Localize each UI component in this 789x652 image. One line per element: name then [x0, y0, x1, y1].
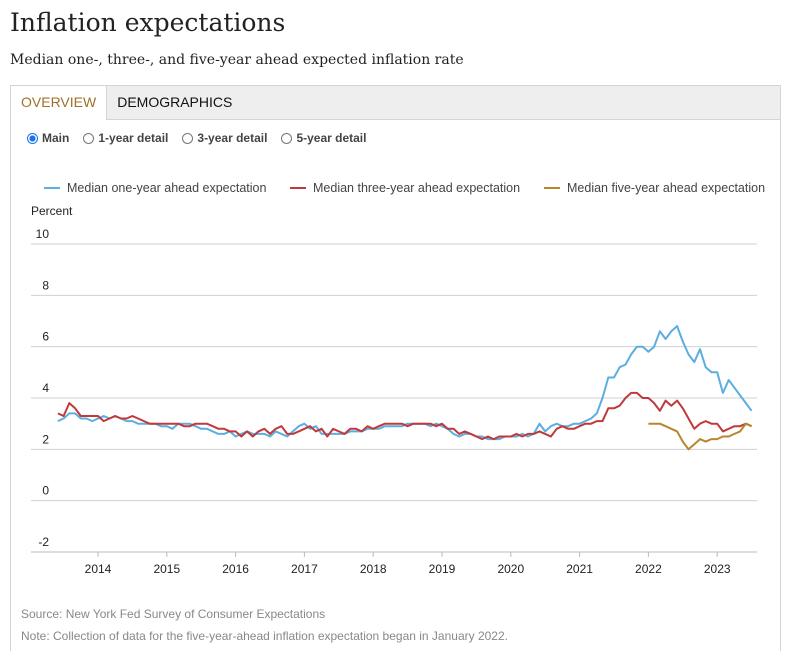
- y-tick-label: 2: [42, 432, 49, 446]
- page-title: Inflation expectations: [10, 8, 286, 37]
- radio-label: 5-year detail: [296, 131, 367, 145]
- tab-demographics[interactable]: DEMOGRAPHICS: [117, 94, 233, 110]
- radio-main[interactable]: Main: [27, 131, 69, 145]
- radio-unchecked-icon[interactable]: [281, 132, 293, 144]
- radio-checked-icon[interactable]: [27, 132, 38, 144]
- x-tick-label: 2014: [85, 562, 112, 576]
- x-tick-label: 2019: [429, 562, 456, 576]
- x-tick-label: 2022: [635, 562, 662, 576]
- tab-bar: OVERVIEW DEMOGRAPHICS: [11, 86, 780, 120]
- source-text: Source: New York Fed Survey of Consumer …: [21, 607, 326, 621]
- y-tick-label: 0: [42, 484, 49, 498]
- y-axis-label: Percent: [31, 204, 73, 218]
- x-tick-label: 2023: [704, 562, 731, 576]
- radio-unchecked-icon[interactable]: [83, 132, 95, 144]
- view-radio-group: Main 1-year detail 3-year detail 5-year …: [27, 131, 366, 145]
- series-line-3: [648, 422, 753, 451]
- series-line-2: [57, 391, 753, 441]
- chart-panel: OVERVIEW DEMOGRAPHICS Main 1-year detail…: [10, 85, 781, 651]
- radio-3-year-detail[interactable]: 3-year detail: [182, 131, 267, 145]
- y-tick-label: 6: [42, 330, 49, 344]
- page-subtitle: Median one-, three-, and five-year ahead…: [10, 52, 464, 68]
- x-tick-label: 2015: [153, 562, 180, 576]
- radio-label: 3-year detail: [197, 131, 268, 145]
- y-tick-label: 8: [42, 278, 49, 292]
- legend-item-label[interactable]: Median three-year ahead expectation: [313, 181, 520, 195]
- legend: Median one-year ahead expectation Median …: [44, 181, 765, 195]
- radio-label: 1-year detail: [98, 131, 169, 145]
- radio-5-year-detail[interactable]: 5-year detail: [281, 131, 366, 145]
- y-tick-label: 10: [36, 227, 50, 241]
- radio-1-year-detail[interactable]: 1-year detail: [83, 131, 168, 145]
- series-line-1: [57, 325, 753, 441]
- legend-item-label[interactable]: Median five-year ahead expectation: [567, 181, 765, 195]
- gridlines: 10 8 6 4 2 0 -2 2014 2015 2016 2017 2018 2019 2020 202…: [31, 227, 757, 576]
- x-tick-label: 2016: [222, 562, 249, 576]
- x-tick-label: 2017: [291, 562, 318, 576]
- tab-overview[interactable]: OVERVIEW: [11, 86, 108, 120]
- radio-unchecked-icon[interactable]: [182, 132, 194, 144]
- x-tick-label: 2020: [497, 562, 524, 576]
- note-text: Note: Collection of data for the five-ye…: [21, 629, 508, 643]
- x-tick-label: 2021: [566, 562, 593, 576]
- y-tick-label: -2: [38, 535, 49, 549]
- legend-item-label[interactable]: Median one-year ahead expectation: [67, 181, 266, 195]
- radio-label: Main: [42, 131, 70, 145]
- series-lines: [57, 325, 753, 451]
- x-tick-label: 2018: [360, 562, 387, 576]
- y-tick-label: 4: [42, 381, 49, 395]
